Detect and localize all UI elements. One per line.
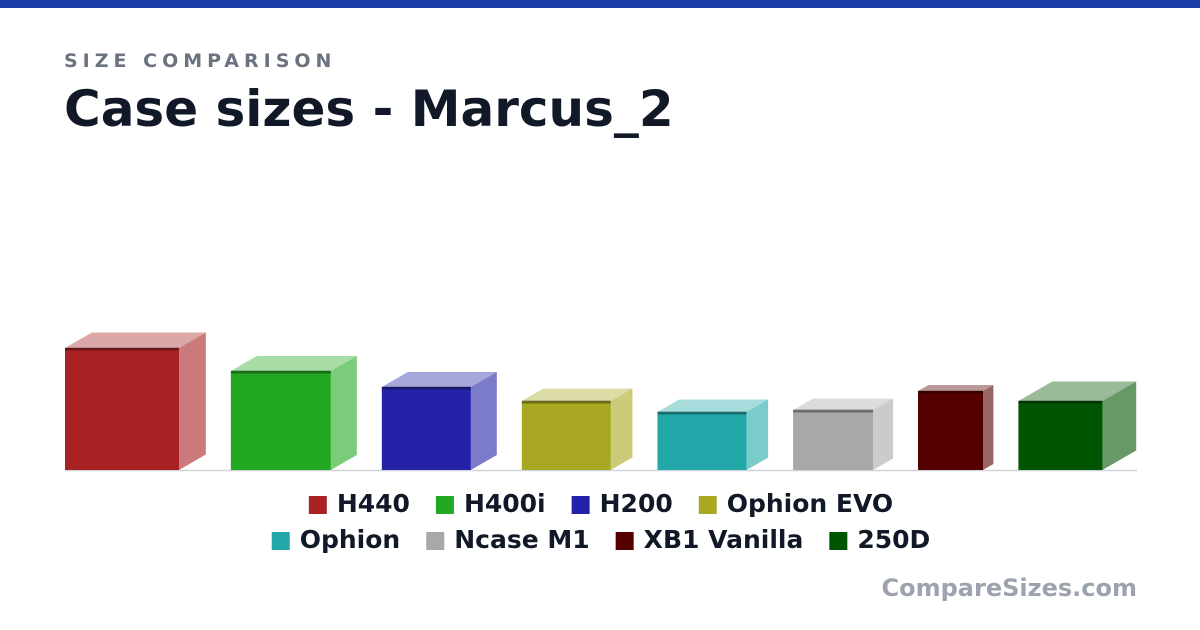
legend-swatch <box>829 532 848 550</box>
box-top <box>793 398 894 410</box>
legend-swatch <box>271 532 290 550</box>
legend-label: H440 <box>337 489 410 518</box>
legend-swatch <box>698 496 717 514</box>
box-side <box>470 372 497 470</box>
title: Case sizes - Marcus_2 <box>64 80 674 138</box>
box-front <box>65 348 179 470</box>
box-front <box>1018 401 1103 470</box>
legend: H440 H400i H200 Ophion EVO Ophion Ncase M1 XB1… <box>271 489 930 554</box>
legend-swatch <box>308 496 327 514</box>
legend-label: Ophion EVO <box>727 489 893 518</box>
box-side <box>746 399 769 470</box>
legend-label: Ncase M1 <box>454 525 589 554</box>
box-side <box>330 356 357 470</box>
box-side <box>1102 381 1137 470</box>
legend-label: XB1 Vanilla <box>644 525 804 554</box>
legend-label: 250D <box>857 525 930 554</box>
box-front <box>793 410 874 470</box>
box-side <box>983 385 994 470</box>
box-top <box>230 356 357 371</box>
box-top <box>521 388 633 401</box>
box-top <box>1018 381 1137 401</box>
box-front <box>521 401 611 470</box>
top-bar <box>0 0 1200 8</box>
box-side <box>610 388 633 470</box>
box-side <box>873 398 894 470</box>
box-top <box>65 332 206 348</box>
box-top <box>381 372 497 387</box>
box-side <box>179 332 206 470</box>
footer: CompareSizes.com <box>882 574 1137 602</box>
legend-swatch <box>571 496 590 514</box>
box-top <box>918 385 994 391</box>
legend-label: Ophion <box>300 525 401 554</box>
legend-label: H200 <box>600 489 673 518</box>
box-top <box>657 399 769 412</box>
box-front <box>657 412 747 470</box>
box-front <box>918 391 984 470</box>
legend-label: H400i <box>464 489 546 518</box>
legend-swatch <box>435 496 454 514</box>
box-front <box>230 371 331 470</box>
box-front <box>381 387 471 470</box>
legend-swatch <box>615 532 634 550</box>
legend-swatch <box>426 532 445 550</box>
subtitle: SIZE COMPARISON <box>64 50 336 72</box>
